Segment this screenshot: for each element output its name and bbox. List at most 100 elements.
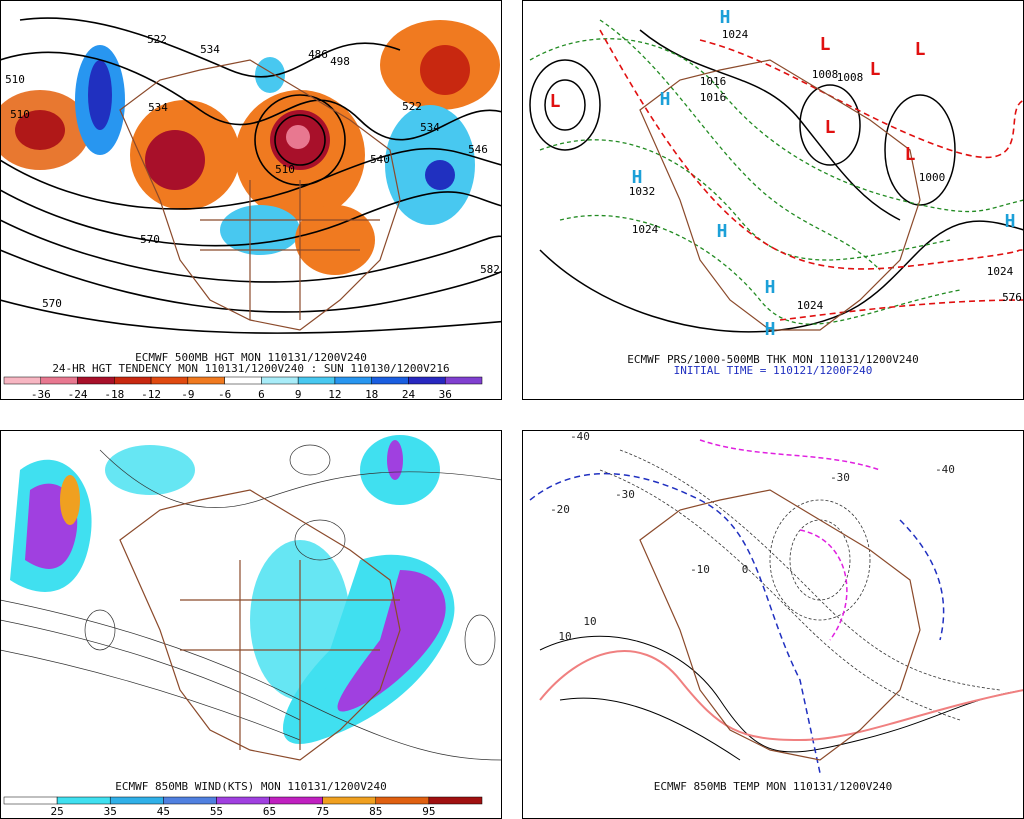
low-marker: L: [915, 39, 926, 60]
legend-label: 65: [263, 805, 276, 818]
legend-label: 24: [402, 388, 416, 401]
legend-label: 85: [369, 805, 382, 818]
legend-label: 95: [422, 805, 435, 818]
legend-swatch: [334, 376, 372, 385]
legend-swatch: [297, 376, 336, 385]
low-marker: L: [820, 34, 831, 55]
contour-label: 534: [420, 121, 440, 134]
contour-label: 1016: [700, 91, 727, 104]
contour-label: 0: [742, 563, 749, 576]
contour-label: -30: [615, 488, 635, 501]
color-legend: -36 -24 -18 -12 -9 -6 6 9 12 18 24 36: [3, 376, 483, 401]
legend-label: 55: [210, 805, 223, 818]
caption: ECMWF PRS/1000-500MB THK MON 110131/1200…: [627, 353, 918, 366]
high-marker: H: [632, 167, 643, 188]
panel-border: [0, 0, 502, 400]
low-marker: L: [550, 91, 561, 112]
contour-label: 1024: [722, 28, 749, 41]
contour-label: -10: [690, 563, 710, 576]
legend-swatch: [109, 796, 164, 805]
contour-label: -40: [935, 463, 955, 476]
legend-swatch: [408, 376, 446, 385]
contour-label: 486: [308, 48, 328, 61]
contour-label: 1008: [812, 68, 839, 81]
legend-swatch: [3, 796, 58, 805]
legend-label: 9: [295, 388, 302, 401]
legend-label: 6: [258, 388, 265, 401]
contour-label: -30: [830, 471, 850, 484]
high-marker: H: [765, 277, 776, 298]
map-thickness: [522, 0, 1024, 350]
contour-label: 522: [147, 33, 167, 46]
caption: ECMWF 850MB WIND(KTS) MON 110131/1200V24…: [115, 780, 387, 793]
legend-swatch: [77, 376, 115, 385]
legend-label: 25: [50, 805, 63, 818]
legend-label: -36: [31, 388, 51, 401]
contour-label: 1024: [987, 265, 1014, 278]
legend-swatch: [40, 376, 78, 385]
legend-swatch: [261, 376, 299, 385]
contour-label: 510: [275, 163, 295, 176]
high-marker: H: [720, 7, 731, 28]
contour-label: -20: [550, 503, 570, 516]
contour-label: 510: [5, 73, 25, 86]
contour-label: 522: [402, 100, 422, 113]
contour-label: 498: [330, 55, 350, 68]
legend-swatch: [150, 376, 189, 385]
caption: ECMWF 850MB TEMP MON 110131/1200V240: [654, 780, 892, 793]
contour-label: 570: [140, 233, 160, 246]
contour-label: 1000: [919, 171, 946, 184]
contour-label: 1016: [700, 75, 727, 88]
contour-label: 576: [1002, 291, 1022, 304]
contour-label: 510: [10, 108, 30, 121]
legend-label: 75: [316, 805, 329, 818]
color-legend: 25 35 45 55 65 75 85 95: [3, 796, 483, 818]
legend-label: 12: [328, 388, 341, 401]
legend-label: 35: [104, 805, 117, 818]
legend-label: 45: [157, 805, 170, 818]
legend-label: -24: [68, 388, 88, 401]
legend-swatch: [428, 796, 483, 805]
contour-label: 1032: [629, 185, 656, 198]
legend-swatch: [224, 376, 262, 385]
legend-swatch: [375, 796, 430, 805]
high-marker: H: [765, 319, 776, 340]
low-marker: L: [905, 144, 916, 165]
legend-swatch: [114, 376, 152, 385]
map-850mb-temp: [522, 430, 1024, 773]
high-marker: H: [717, 221, 728, 242]
legend-label: -6: [218, 388, 231, 401]
contour-label: 1024: [797, 299, 824, 312]
legend-label: 36: [439, 388, 452, 401]
contour-label: -40: [570, 430, 590, 443]
legend-label: 18: [365, 388, 378, 401]
legend-label: -9: [181, 388, 194, 401]
contour-label: 1008: [837, 71, 864, 84]
contour-label: 570: [42, 297, 62, 310]
contour-label: 10: [558, 630, 571, 643]
legend-swatch: [322, 796, 377, 805]
legend-swatch: [371, 376, 409, 385]
contour-label: 534: [200, 43, 220, 56]
legend-swatch: [3, 376, 42, 385]
legend-swatch: [269, 796, 323, 805]
contour-label: 10: [583, 615, 596, 628]
caption: ECMWF 500MB HGT MON 110131/1200V240: [135, 351, 367, 364]
map-850mb-wind: [0, 430, 502, 773]
legend-swatch: [187, 376, 225, 385]
low-marker: L: [825, 117, 836, 138]
high-marker: H: [1005, 211, 1016, 232]
contour-label: 582: [480, 263, 500, 276]
legend-swatch: [56, 796, 111, 805]
contour-label: 534: [148, 101, 168, 114]
low-marker: L: [870, 59, 881, 80]
legend-label: -12: [141, 388, 161, 401]
contour-label: 546: [468, 143, 488, 156]
high-marker: H: [660, 89, 671, 110]
initial-time: INITIAL TIME = 110121/1200F240: [674, 364, 873, 377]
legend-label: -18: [104, 388, 124, 401]
legend-swatch: [444, 376, 483, 385]
legend-swatch: [216, 796, 270, 805]
map-500mb: [0, 0, 502, 350]
